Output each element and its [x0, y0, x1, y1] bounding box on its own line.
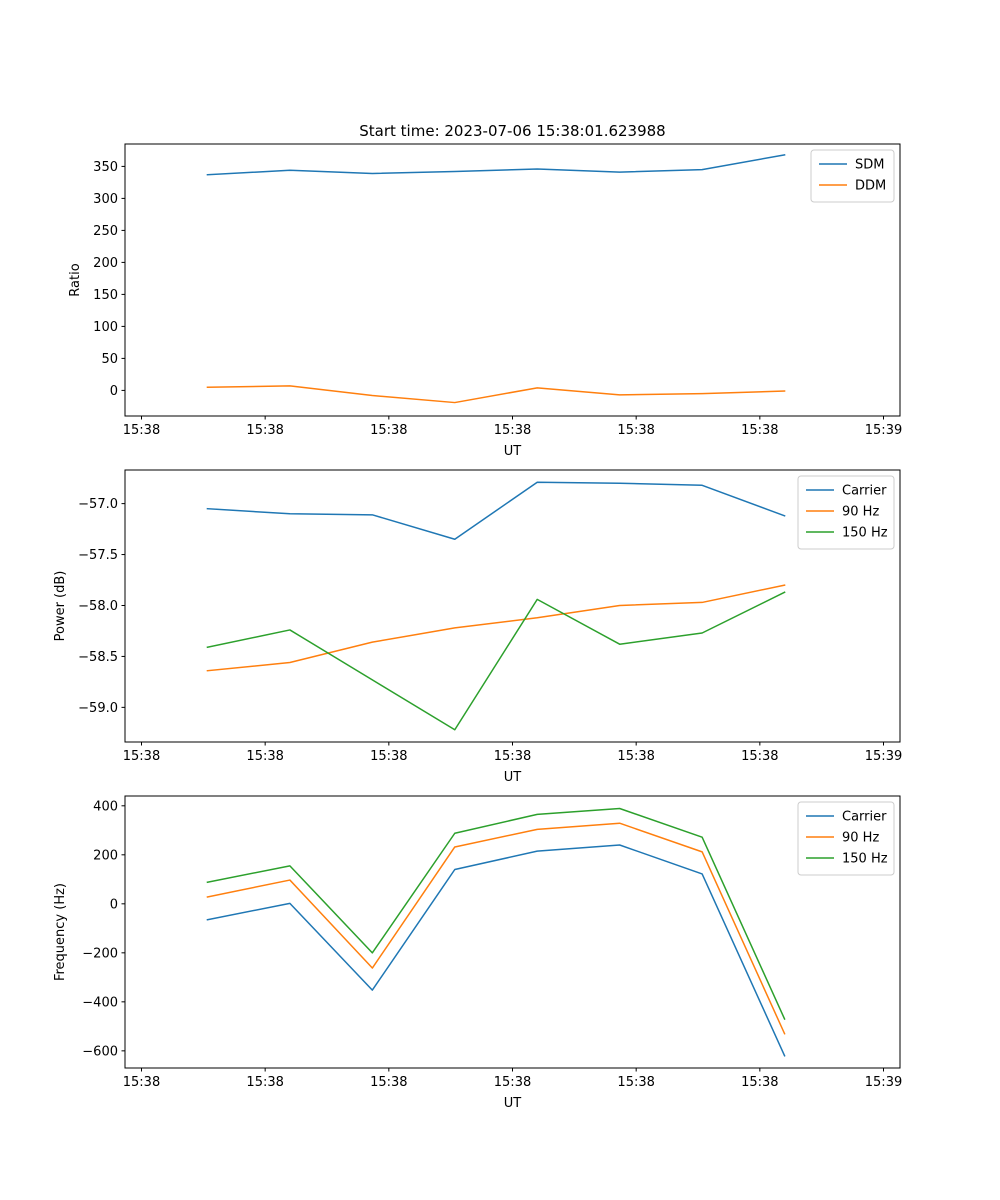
- y-tick-label-1-1: 0: [110, 384, 118, 399]
- series-line-3-3: [206, 807, 786, 1020]
- x-tick-label-2-3: 15:38: [370, 749, 407, 764]
- x-tick-label-2-7: 15:39: [865, 749, 902, 764]
- y-tick-label-1-7: 300: [93, 192, 118, 207]
- subplot-1: 15:38 15:38 15:38 15:38 15:38 15:38 15:39 0 50 10…: [68, 122, 902, 459]
- chart-title: Start time: 2023-07-06 15:38:01.623988: [359, 122, 665, 140]
- y-tick-label-3-6: −600: [82, 1044, 118, 1059]
- x-tick-label-3-2: 15:38: [246, 1075, 283, 1090]
- x-tick-label-3-7: 15:39: [865, 1075, 902, 1090]
- y-tick-label-3-5: −400: [82, 995, 118, 1010]
- y-tick-label-1-2: 50: [101, 352, 118, 367]
- x-tick-label-3-4: 15:38: [494, 1075, 531, 1090]
- x-tick-label-2-5: 15:38: [617, 749, 654, 764]
- x-tick-label-1-2: 15:38: [246, 423, 283, 438]
- x-tick-label-3-5: 15:38: [617, 1075, 654, 1090]
- y-tick-label-2-5: −59.0: [78, 701, 118, 716]
- series-line-3-2: [206, 822, 786, 1035]
- legend-label-2-3: 150 Hz: [842, 526, 888, 541]
- series-line-2-3: [206, 591, 786, 731]
- x-tick-label-1-5: 15:38: [617, 423, 654, 438]
- y-tick-label-1-3: 100: [93, 320, 118, 335]
- series-line-1-2: [206, 385, 786, 404]
- y-tick-label-3-3: 0: [110, 897, 118, 912]
- legend-label-1-2: DDM: [855, 179, 886, 194]
- x-tick-label-3-3: 15:38: [370, 1075, 407, 1090]
- legend-1: [810, 149, 895, 203]
- y-tick-label-3-1: 400: [93, 799, 118, 814]
- y-tick-label-1-4: 150: [93, 288, 118, 303]
- x-axis-label-2: UT: [504, 770, 522, 785]
- subplot-3: 15:38 15:38 15:38 15:38 15:38 15:38 15:39 400 20…: [53, 795, 902, 1111]
- x-tick-label-3-6: 15:38: [741, 1075, 778, 1090]
- x-tick-label-1-7: 15:39: [865, 423, 902, 438]
- y-axis-label-1: Ratio: [68, 263, 83, 296]
- legend-2: [797, 475, 895, 550]
- x-tick-label-1-6: 15:38: [741, 423, 778, 438]
- series-line-3-1: [206, 844, 786, 1057]
- x-tick-label-2-1: 15:38: [123, 749, 160, 764]
- legend-3: [797, 801, 895, 876]
- x-axis-label-1: UT: [504, 444, 522, 459]
- legend-label-3-2: 90 Hz: [842, 831, 879, 846]
- y-tick-label-2-3: −58.0: [78, 599, 118, 614]
- x-tick-label-2-4: 15:38: [494, 749, 531, 764]
- x-tick-label-3-1: 15:38: [123, 1075, 160, 1090]
- x-axis-label-3: UT: [504, 1096, 522, 1111]
- legend-label-2-1: Carrier: [842, 484, 887, 499]
- legend-label-2-2: 90 Hz: [842, 505, 879, 520]
- series-line-2-2: [206, 584, 786, 672]
- y-tick-label-3-2: 200: [93, 848, 118, 863]
- y-tick-label-2-4: −58.5: [78, 650, 118, 665]
- y-axis-label-2: Power (dB): [53, 571, 68, 642]
- x-tick-label-2-6: 15:38: [741, 749, 778, 764]
- legend-label-1-1: SDM: [855, 158, 884, 173]
- y-tick-label-2-1: −57.0: [78, 497, 118, 512]
- x-tick-label-1-3: 15:38: [370, 423, 407, 438]
- legend-label-3-3: 150 Hz: [842, 852, 888, 867]
- subplot-2: 15:38 15:38 15:38 15:38 15:38 15:38 15:39 −57.0…: [53, 469, 902, 785]
- y-tick-label-2-2: −57.5: [78, 548, 118, 563]
- series-line-2-1: [206, 481, 786, 541]
- y-tick-label-1-5: 200: [93, 256, 118, 271]
- series-line-1-1: [206, 154, 786, 176]
- x-tick-label-1-4: 15:38: [494, 423, 531, 438]
- y-tick-label-3-4: −200: [82, 946, 118, 961]
- x-tick-label-2-2: 15:38: [246, 749, 283, 764]
- legend-label-3-1: Carrier: [842, 810, 887, 825]
- y-axis-label-3: Frequency (Hz): [53, 883, 68, 981]
- y-tick-label-1-8: 350: [93, 160, 118, 175]
- x-tick-label-1-1: 15:38: [123, 423, 160, 438]
- y-tick-label-1-6: 250: [93, 224, 118, 239]
